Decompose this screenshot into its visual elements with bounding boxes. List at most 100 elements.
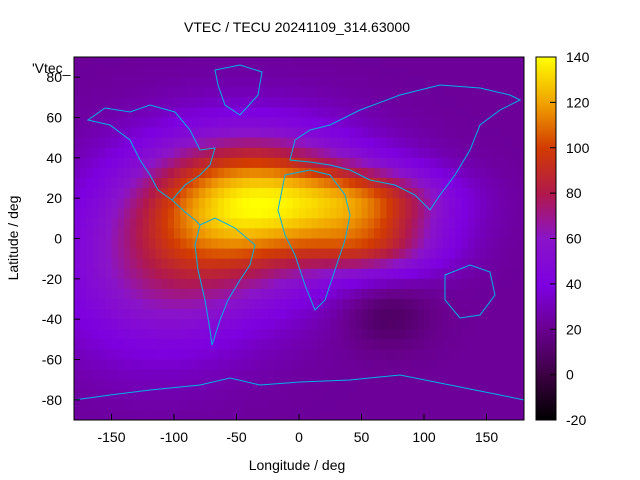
- field-cell: [305, 309, 313, 320]
- field-cell: [211, 268, 219, 280]
- field-cell: [405, 178, 413, 189]
- field-cell: [505, 389, 513, 401]
- field-cell: [211, 198, 219, 209]
- field-cell: [211, 399, 219, 411]
- field-cell: [336, 228, 344, 240]
- field-cell: [242, 369, 250, 381]
- field-cell: [361, 67, 369, 78]
- field-cell: [411, 67, 419, 78]
- field-cell: [467, 147, 475, 159]
- field-cell: [267, 309, 275, 320]
- field-cell: [155, 218, 163, 230]
- field-cell: [274, 258, 281, 270]
- field-cell: [74, 117, 81, 129]
- field-cell: [242, 278, 250, 290]
- field-cell: [492, 127, 500, 139]
- field-cell: [517, 238, 524, 250]
- field-cell: [242, 57, 250, 68]
- field-cell: [155, 97, 163, 109]
- field-cell: [342, 218, 350, 230]
- field-cell: [367, 178, 375, 189]
- field-cell: [430, 349, 438, 361]
- field-cell: [205, 157, 213, 169]
- field-cell: [305, 228, 313, 240]
- field-cell: [205, 409, 213, 420]
- field-cell: [361, 268, 369, 280]
- field-cell: [124, 57, 131, 68]
- field-cell: [192, 208, 200, 219]
- field-cell: [417, 147, 425, 159]
- field-cell: [461, 208, 469, 219]
- field-cell: [117, 137, 125, 149]
- field-cell: [374, 77, 381, 88]
- field-cell: [155, 117, 163, 129]
- field-cell: [217, 208, 225, 219]
- field-cell: [130, 97, 138, 109]
- field-cell: [205, 238, 213, 250]
- field-cell: [99, 188, 106, 199]
- field-cell: [255, 339, 263, 351]
- field-cell: [267, 299, 275, 310]
- field-cell: [299, 67, 306, 78]
- field-cell: [411, 57, 419, 68]
- field-cell: [261, 319, 269, 330]
- field-cell: [211, 278, 219, 290]
- field-cell: [161, 309, 169, 320]
- field-cell: [474, 198, 481, 209]
- field-cell: [505, 127, 513, 139]
- field-cell: [186, 389, 194, 401]
- field-cell: [130, 339, 138, 351]
- field-cell: [149, 97, 156, 109]
- field-cell: [317, 399, 325, 411]
- field-cell: [430, 218, 438, 230]
- field-cell: [299, 77, 306, 88]
- field-cell: [499, 409, 506, 420]
- field-cell: [336, 288, 344, 300]
- field-cell: [430, 178, 438, 189]
- field-cell: [117, 268, 125, 280]
- field-cell: [286, 359, 294, 371]
- field-cell: [342, 309, 350, 320]
- field-cell: [242, 97, 250, 109]
- field-cell: [324, 137, 331, 149]
- field-cell: [436, 369, 444, 381]
- field-cell: [480, 97, 488, 109]
- field-cell: [399, 299, 406, 310]
- field-cell: [386, 107, 394, 119]
- field-cell: [436, 218, 444, 230]
- field-cell: [517, 258, 524, 270]
- field-cell: [86, 167, 94, 179]
- field-cell: [217, 157, 225, 169]
- field-cell: [124, 409, 131, 420]
- field-cell: [467, 349, 475, 361]
- field-cell: [74, 238, 81, 250]
- field-cell: [236, 67, 244, 78]
- field-cell: [236, 97, 244, 109]
- field-cell: [386, 208, 394, 219]
- field-cell: [505, 178, 513, 189]
- field-cell: [455, 147, 463, 159]
- coastline-antarctica: [74, 374, 524, 401]
- field-cell: [217, 178, 225, 189]
- field-cell: [367, 329, 375, 340]
- field-cell: [355, 178, 363, 189]
- field-cell: [111, 238, 119, 250]
- field-cell: [217, 77, 225, 88]
- field-cell: [199, 97, 206, 109]
- field-cell: [461, 117, 469, 129]
- field-cell: [380, 107, 388, 119]
- field-cell: [161, 57, 169, 68]
- field-cell: [99, 319, 106, 330]
- field-cell: [255, 309, 263, 320]
- field-cell: [499, 268, 506, 280]
- field-cell: [311, 228, 319, 240]
- field-cell: [455, 288, 463, 300]
- field-cell: [449, 167, 456, 179]
- field-cell: [286, 379, 294, 391]
- field-cell: [111, 349, 119, 361]
- field-cell: [461, 399, 469, 411]
- field-cell: [117, 349, 125, 361]
- field-cell: [324, 87, 331, 98]
- field-cell: [211, 288, 219, 300]
- field-cell: [142, 67, 150, 78]
